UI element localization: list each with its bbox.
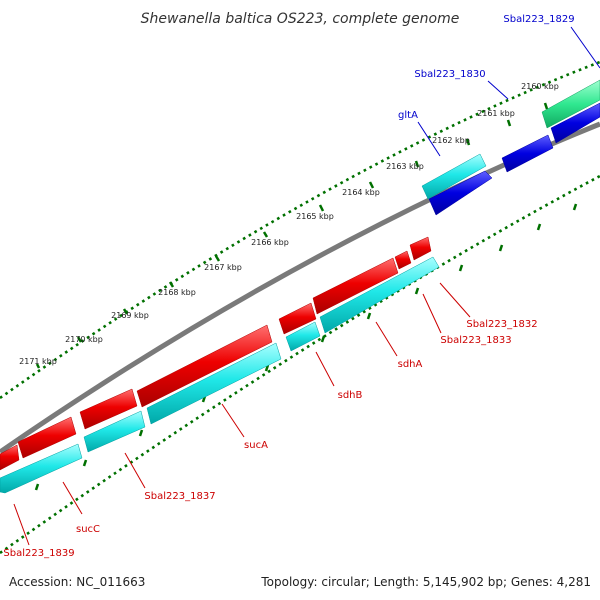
tick-label: 2164 kbp	[342, 188, 380, 197]
forward-strand-genes	[0, 236, 432, 471]
gene-label-sdha[interactable]: sdhA	[398, 359, 423, 370]
gene-arrow	[550, 102, 600, 144]
tick-label: 2169 kbp	[111, 311, 149, 320]
gene-label-sbal223-1829[interactable]: Sbal223_1829	[503, 14, 574, 25]
tick-label: 2170 kbp	[65, 335, 103, 344]
genome-backbone	[0, 121, 600, 455]
gene-arrow	[312, 257, 399, 315]
gene-arrow	[501, 134, 554, 173]
gene-arrow	[0, 443, 83, 494]
gene-arrow	[421, 153, 487, 200]
reverse-strand-genes	[0, 153, 487, 494]
gene-arrow	[428, 170, 493, 216]
tick-label: 2162 kbp	[432, 136, 470, 145]
tick-label: 2168 kbp	[158, 288, 196, 297]
gene-label-sbal223-1837[interactable]: Sbal223_1837	[144, 491, 215, 502]
accession-text: Accession: NC_011663	[9, 575, 145, 589]
map-title: Shewanella baltica OS223, complete genom…	[141, 11, 460, 27]
gene-arrow	[83, 410, 146, 453]
gene-arrow	[136, 324, 273, 408]
blue-genes	[428, 102, 600, 216]
tick-label: 2166 kbp	[251, 238, 289, 247]
gene-arrow	[394, 250, 412, 270]
gene-arrow	[146, 342, 282, 425]
gene-arrow	[0, 444, 20, 471]
inner-tick-ring	[0, 174, 600, 555]
inner-major-ticks	[34, 203, 578, 491]
gene-arrow	[278, 302, 317, 335]
gene-arrow	[79, 388, 138, 430]
gene-label-sbal223-1839[interactable]: Sbal223_1839	[3, 548, 74, 559]
gene-arrow	[319, 256, 440, 334]
outer-major-ticks	[35, 102, 549, 369]
gene-label-suca[interactable]: sucA	[244, 440, 268, 451]
tick-label: 2167 kbp	[204, 263, 242, 272]
gene-label-sdhb[interactable]: sdhB	[338, 390, 363, 401]
topology-text: Topology: circular; Length: 5,145,902 bp…	[260, 575, 591, 589]
leader-lines	[13, 26, 600, 546]
tick-label: 2160 kbp	[521, 82, 559, 91]
gene-arrow	[409, 236, 432, 261]
gene-label-sbal223-1832[interactable]: Sbal223_1832	[466, 319, 537, 330]
gene-arrow	[17, 416, 77, 459]
tick-label: 2165 kbp	[296, 212, 334, 221]
tick-label: 2161 kbp	[477, 109, 515, 118]
gene-arrow	[285, 321, 321, 352]
tick-label: 2171 kbp	[19, 357, 57, 366]
tick-labels: 2160 kbp 2161 kbp 2162 kbp 2163 kbp 2164…	[19, 82, 559, 366]
gene-label-glta[interactable]: gltA	[398, 110, 418, 121]
gene-label-succ[interactable]: sucC	[76, 524, 100, 535]
tick-label: 2163 kbp	[386, 162, 424, 171]
green-gene-arrow	[541, 79, 600, 129]
gene-label-sbal223-1830[interactable]: Sbal223_1830	[414, 69, 485, 80]
gene-labels: Sbal223_1829 Sbal223_1830 gltA Sbal223_1…	[3, 14, 574, 559]
gene-label-sbal223-1833[interactable]: Sbal223_1833	[440, 335, 511, 346]
